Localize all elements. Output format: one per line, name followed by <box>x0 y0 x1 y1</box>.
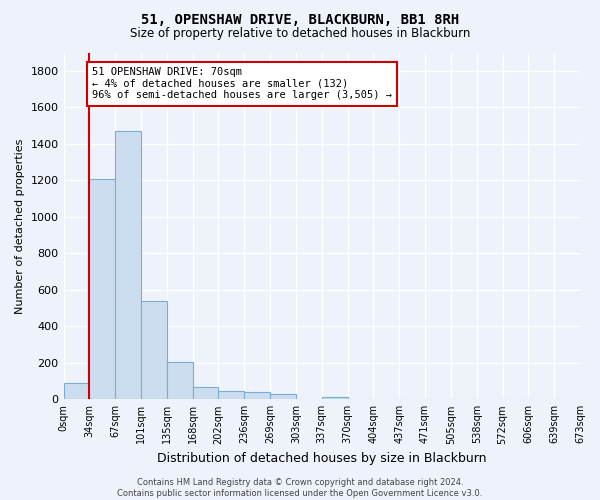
Text: Size of property relative to detached houses in Blackburn: Size of property relative to detached ho… <box>130 28 470 40</box>
Text: 51, OPENSHAW DRIVE, BLACKBURN, BB1 8RH: 51, OPENSHAW DRIVE, BLACKBURN, BB1 8RH <box>141 12 459 26</box>
Y-axis label: Number of detached properties: Number of detached properties <box>15 138 25 314</box>
Bar <box>167 362 193 400</box>
Bar <box>322 396 347 400</box>
Bar <box>141 300 167 400</box>
Bar <box>218 390 244 400</box>
Bar <box>115 131 141 400</box>
Bar <box>64 383 89 400</box>
Text: 51 OPENSHAW DRIVE: 70sqm
← 4% of detached houses are smaller (132)
96% of semi-d: 51 OPENSHAW DRIVE: 70sqm ← 4% of detache… <box>92 67 392 100</box>
Bar <box>270 394 296 400</box>
Text: Contains HM Land Registry data © Crown copyright and database right 2024.
Contai: Contains HM Land Registry data © Crown c… <box>118 478 482 498</box>
Bar <box>193 388 218 400</box>
X-axis label: Distribution of detached houses by size in Blackburn: Distribution of detached houses by size … <box>157 452 487 465</box>
Bar <box>244 392 270 400</box>
Bar <box>89 180 115 400</box>
